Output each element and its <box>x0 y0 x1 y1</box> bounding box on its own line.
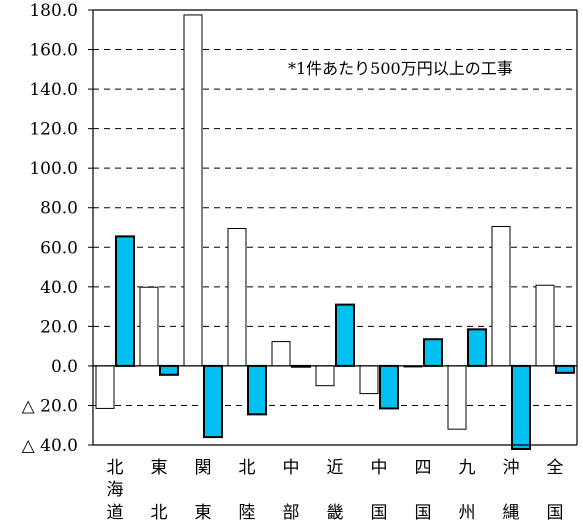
x-tick-label: 道 <box>107 503 124 523</box>
chart-annotation: *1件あたり500万円以上の工事 <box>288 59 513 78</box>
x-tick-label: 畿 <box>327 503 344 523</box>
x-tick-label: 東 <box>195 503 212 523</box>
x-tick-label: 関 <box>195 458 212 478</box>
x-tick-label: 沖 <box>503 458 520 478</box>
bar <box>159 364 179 376</box>
bar <box>139 286 159 367</box>
bar <box>95 365 115 409</box>
x-tick-label: 北 <box>239 458 256 478</box>
y-tick-label: △ 20.0 <box>22 396 78 416</box>
x-tick-label: 中 <box>283 458 300 478</box>
y-tick-label: 20.0 <box>40 317 78 337</box>
x-tick-label: 国 <box>415 503 432 523</box>
axes <box>88 9 578 446</box>
x-tick-label: 全 <box>547 458 564 478</box>
x-tick-label: 州 <box>459 503 476 523</box>
y-tick-labels: △ 40.0 △ 20.0 0.0 20.0 40.0 60.0 80.0 100.0 120.… <box>22 1 78 456</box>
y-tick-label: △ 40.0 <box>22 436 78 456</box>
x-tick-label: 国 <box>371 503 388 523</box>
x-tick-label: 部 <box>283 503 300 523</box>
x-tick-label: 北 <box>151 503 168 523</box>
bars <box>95 14 575 450</box>
y-tick-label: 80.0 <box>40 199 78 219</box>
x-tick-label: 九 <box>459 458 476 478</box>
y-tick-label: 120.0 <box>29 120 78 140</box>
y-tick-label: 60.0 <box>40 238 78 258</box>
y-tick-label: 140.0 <box>29 80 78 100</box>
x-tick-label: 国 <box>547 503 564 523</box>
bar <box>535 284 555 367</box>
x-tick-label: 海 <box>107 480 124 500</box>
y-tick-label: 180.0 <box>29 1 78 21</box>
x-tick-label: 東 <box>151 458 168 478</box>
y-tick-label: 160.0 <box>29 41 78 61</box>
bar <box>203 364 223 439</box>
x-tick-label: 北 <box>107 458 124 478</box>
bar <box>271 341 291 367</box>
x-tick-label: 陸 <box>239 503 256 523</box>
bar <box>183 14 203 367</box>
bar <box>315 365 335 387</box>
y-tick-label: 0.0 <box>51 357 78 377</box>
y-tick-label: 100.0 <box>29 159 78 179</box>
bar <box>511 364 531 450</box>
bar <box>555 364 575 374</box>
bar <box>335 303 355 367</box>
bar <box>359 365 379 395</box>
bar <box>227 227 247 367</box>
y-tick-label: 40.0 <box>40 278 78 298</box>
x-tick-label: 縄 <box>503 503 520 523</box>
bar <box>447 365 467 430</box>
bar <box>491 226 511 367</box>
x-tick-label: 中 <box>371 458 388 478</box>
bar <box>423 338 443 367</box>
x-tick-label: 近 <box>327 458 344 478</box>
bar <box>467 328 487 367</box>
bar <box>379 364 399 410</box>
bar <box>115 235 135 367</box>
x-tick-label: 四 <box>415 458 432 478</box>
bar <box>247 364 267 416</box>
